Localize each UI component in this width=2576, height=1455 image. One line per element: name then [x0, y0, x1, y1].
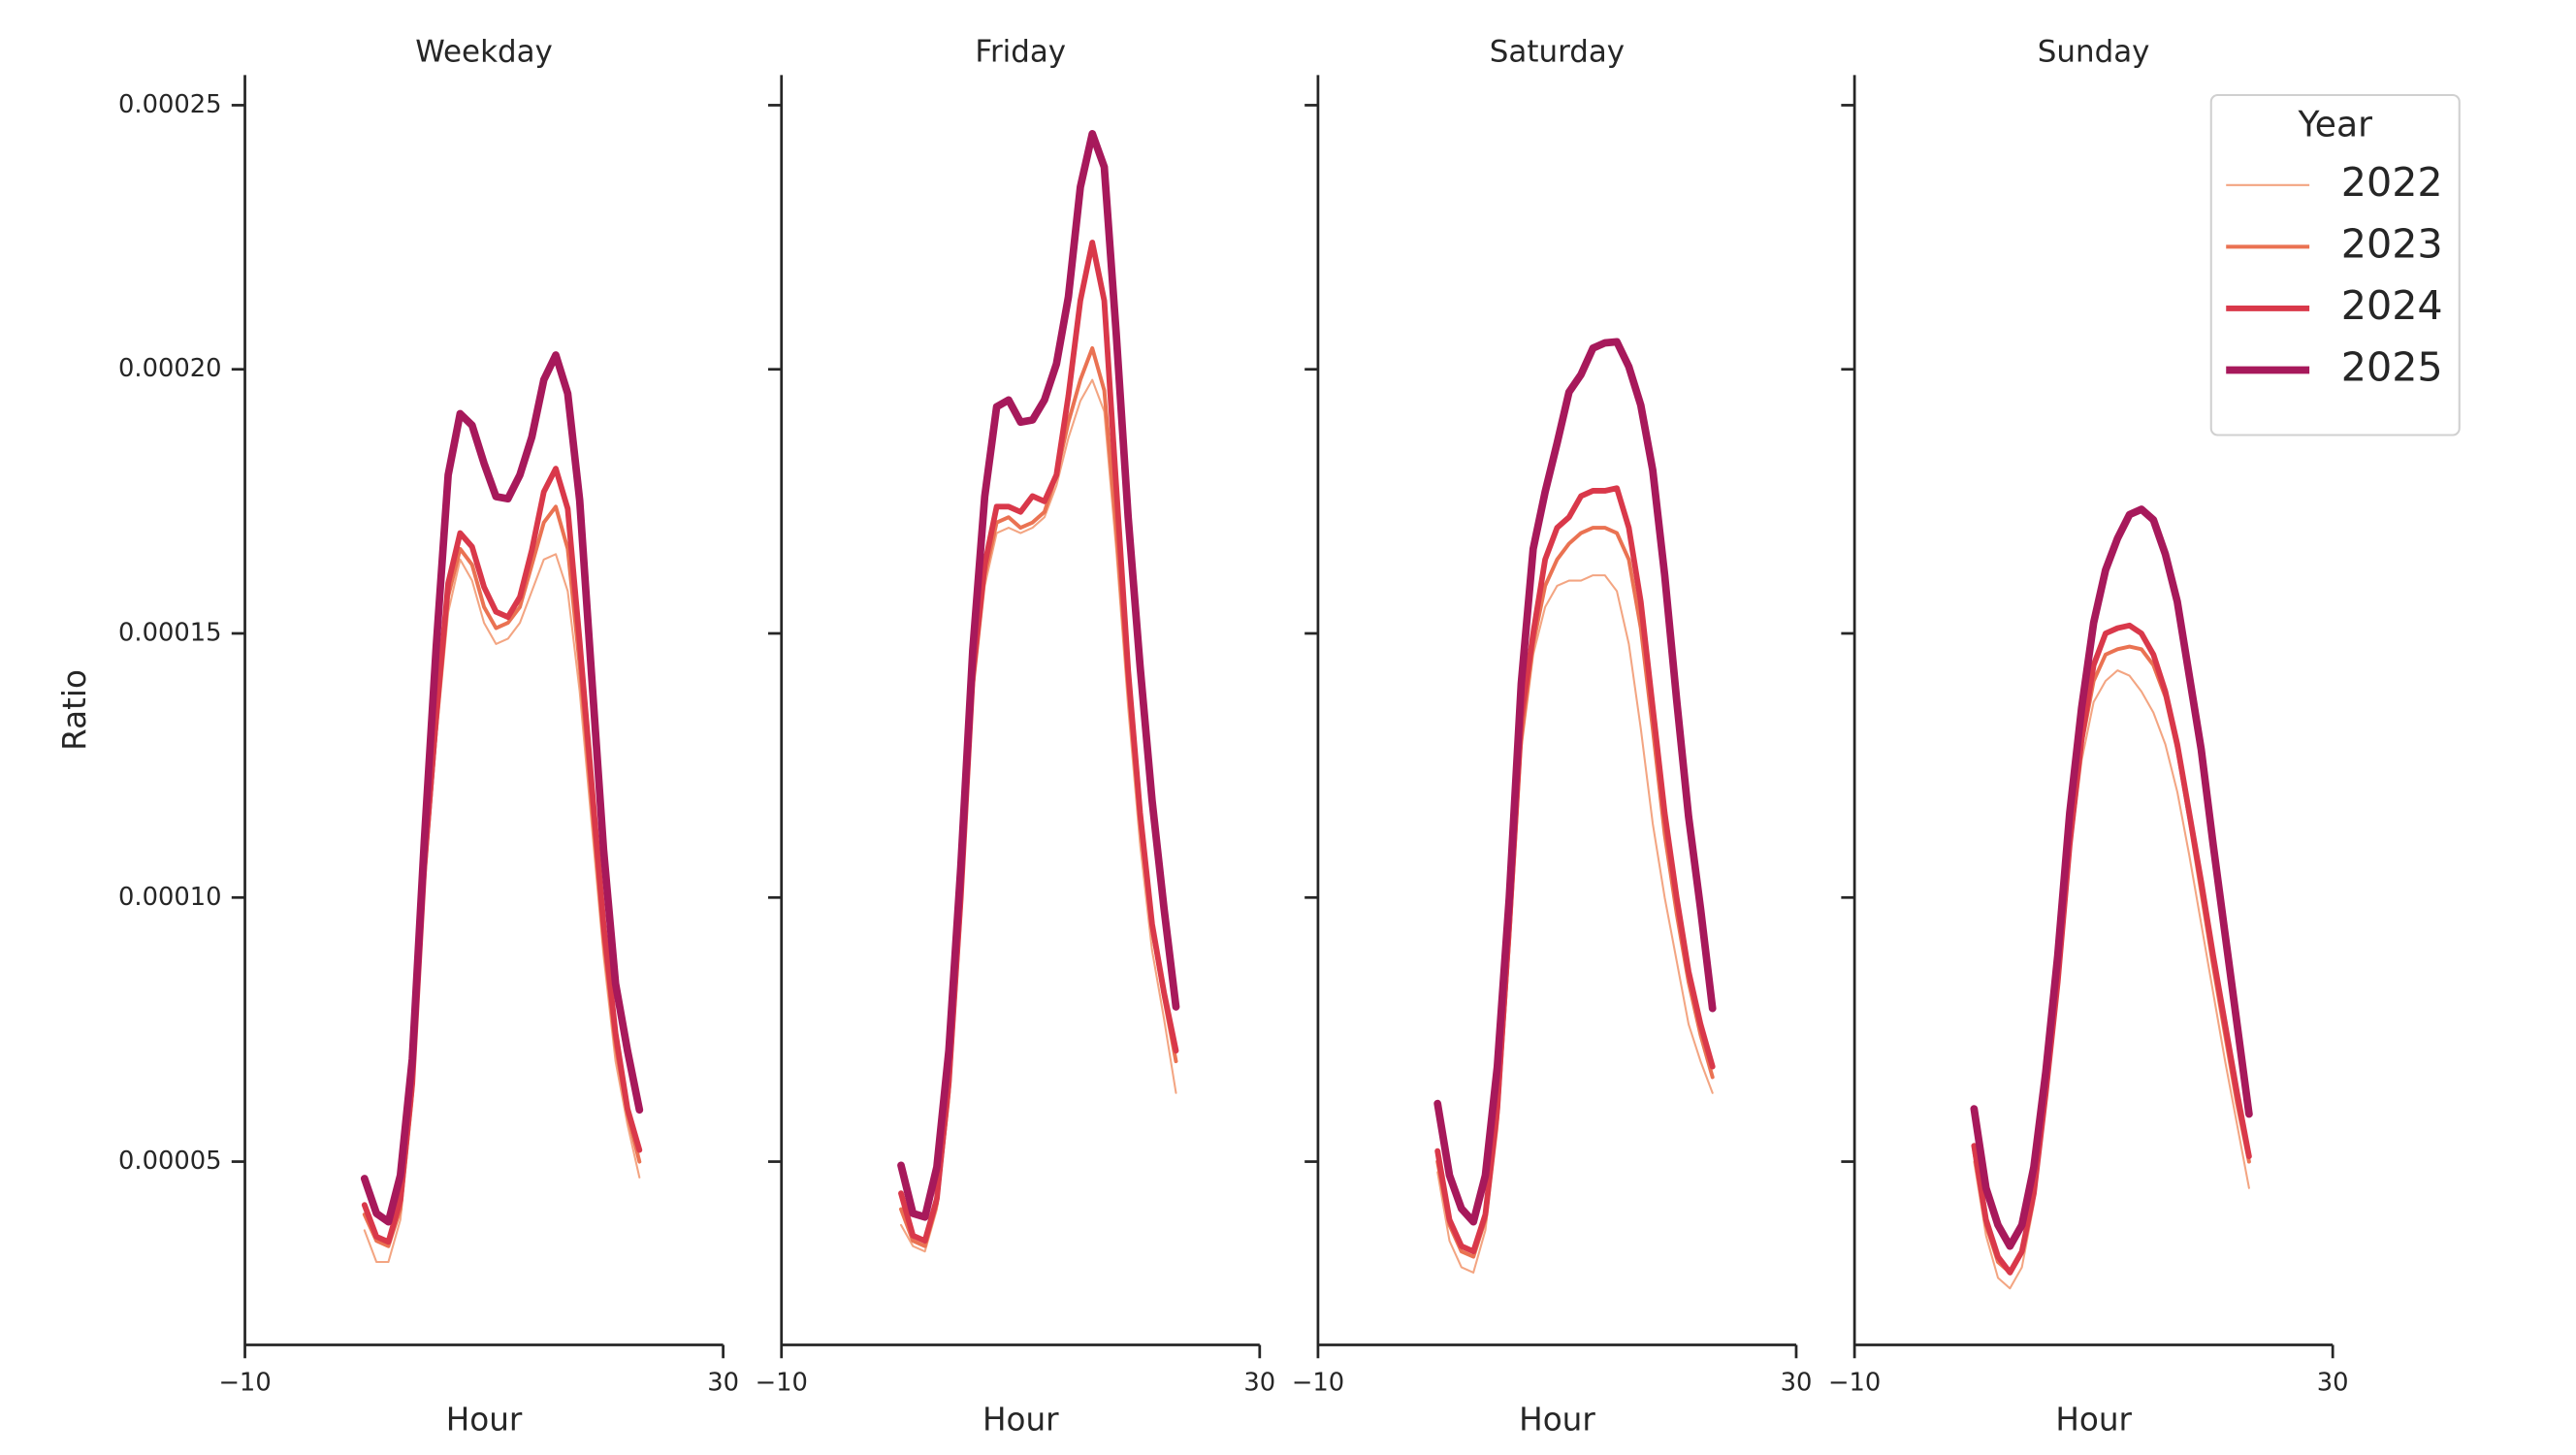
series-line	[1970, 505, 2253, 1250]
x-axis-label: Hour	[1519, 1402, 1595, 1439]
facet-title: Friday	[975, 35, 1066, 70]
legend-label: 2022	[2341, 159, 2443, 206]
series-line	[1436, 574, 1714, 1274]
series-line	[1433, 338, 1717, 1226]
y-axis-label: Ratio	[56, 669, 93, 751]
x-tick-label: 30	[1781, 1369, 1813, 1398]
series-line	[1971, 622, 2252, 1276]
series-line	[1434, 485, 1716, 1255]
x-axis-label: Hour	[982, 1402, 1059, 1439]
series-line	[897, 129, 1180, 1221]
x-tick-label: −10	[218, 1369, 271, 1398]
legend-title: Year	[2298, 105, 2373, 146]
legend-box	[2209, 93, 2461, 436]
y-tick-label: 0.00005	[118, 1147, 221, 1176]
facet-title: Saturday	[1490, 35, 1625, 70]
series-line	[360, 351, 644, 1226]
legend-label: 2025	[2341, 343, 2443, 390]
x-tick-label: −10	[1828, 1369, 1881, 1398]
x-tick-label: −10	[1292, 1369, 1344, 1398]
x-axis-label: Hour	[2055, 1402, 2132, 1439]
y-tick-label: 0.00015	[118, 619, 221, 648]
x-axis-label: Hour	[446, 1402, 523, 1439]
x-tick-label: −10	[756, 1369, 808, 1398]
legend-label: 2023	[2341, 220, 2443, 267]
legend: Year 2022 2023 2024 2025	[2209, 93, 2461, 436]
y-tick-label: 0.00010	[118, 883, 221, 912]
x-tick-label: 30	[2317, 1369, 2349, 1398]
legend-label: 2024	[2341, 282, 2443, 329]
x-tick-label: 30	[1243, 1369, 1275, 1398]
facet-title: Weekday	[415, 35, 553, 70]
x-tick-label: 30	[707, 1369, 739, 1398]
y-tick-label: 0.00025	[118, 90, 221, 119]
facet-title: Sunday	[2038, 35, 2150, 70]
series-line	[1973, 669, 2250, 1290]
y-tick-label: 0.00020	[118, 354, 221, 383]
